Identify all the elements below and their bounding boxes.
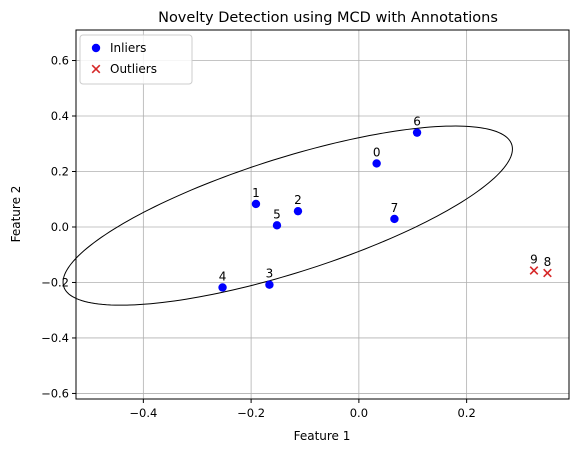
point-annotation: 0 (373, 145, 381, 159)
inlier-point (251, 199, 261, 209)
legend: Inliers Outliers (79, 34, 193, 85)
x-tick-label: −0.4 (129, 406, 157, 420)
point-annotation: 4 (219, 269, 227, 283)
point-annotation: 9 (530, 253, 538, 267)
y-tick-label: 0.2 (51, 164, 69, 178)
y-tick-label: 0.0 (51, 220, 69, 234)
inlier-point (293, 206, 303, 216)
point-annotation: 8 (544, 255, 552, 269)
point-annotation: 2 (294, 193, 302, 207)
x-tick-label: 0.0 (350, 406, 368, 420)
inlier-point (390, 214, 399, 224)
y-tick-label: −0.2 (41, 275, 69, 289)
outlier-point (543, 268, 552, 278)
inlier-point (265, 280, 274, 289)
decision-ellipse (62, 125, 513, 306)
grid (76, 30, 569, 399)
y-tick-label: −0.6 (41, 386, 69, 400)
inlier-point (218, 283, 227, 292)
x-tick-label: −0.2 (237, 406, 265, 420)
point-annotation: 3 (266, 267, 274, 281)
points-layer: 0 1 2 3 4 5 6 7 89 (218, 115, 552, 292)
legend-marker-inliers (91, 43, 101, 53)
point-annotation: 7 (391, 201, 399, 215)
legend-label: Outliers (110, 62, 157, 76)
outlier-point (529, 266, 539, 275)
x-axis-label: Feature 1 (294, 429, 351, 443)
point-annotation: 1 (252, 186, 260, 200)
y-tick-label: 0.4 (51, 109, 69, 123)
chart-title: Novelty Detection using MCD with Annotat… (158, 10, 498, 26)
plot-frame (75, 29, 570, 400)
x-tick-label: 0.2 (457, 406, 475, 420)
inlier-point (372, 159, 381, 168)
legend-marker-outliers (91, 64, 101, 74)
legend-items: Inliers Outliers (91, 41, 157, 76)
y-tick-label: −0.4 (41, 331, 69, 345)
ellipse-layer (62, 125, 513, 306)
inlier-point (272, 221, 282, 230)
point-annotation: 6 (413, 115, 421, 129)
ticks-layer: −0.4 −0.2 0.0 0.2 −0.6 −0.4 −0.2 0.0 0.2 0.4 0.6 (41, 54, 476, 420)
y-axis-label: Feature 2 (9, 186, 23, 243)
legend-box (79, 34, 193, 85)
point-annotation: 5 (273, 207, 281, 221)
legend-label: Inliers (110, 41, 146, 55)
y-tick-label: 0.6 (51, 54, 69, 68)
inlier-point (412, 128, 422, 137)
